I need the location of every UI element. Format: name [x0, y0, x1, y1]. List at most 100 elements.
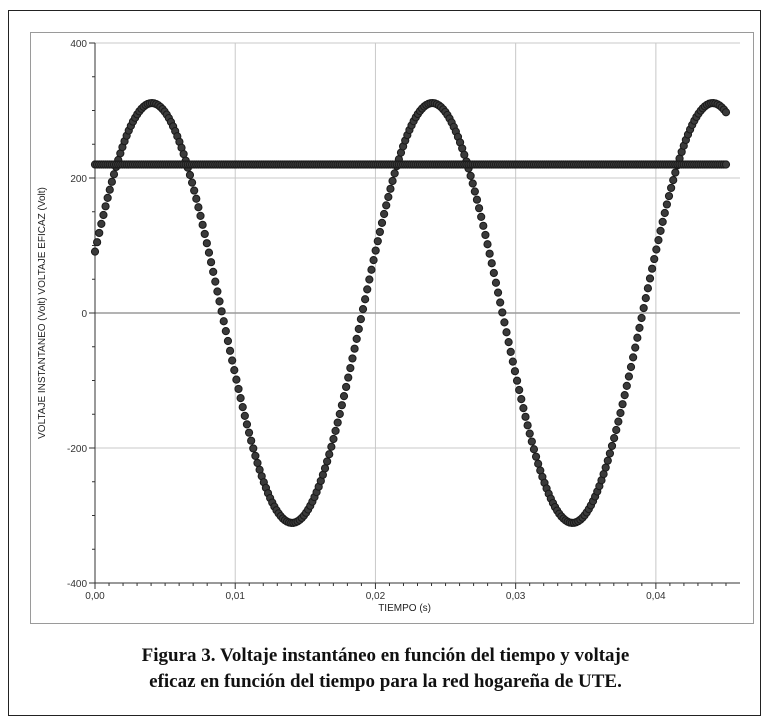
instantaneous-voltage-point — [521, 412, 530, 421]
instantaneous-voltage-point — [523, 421, 532, 430]
instantaneous-voltage-point — [489, 268, 498, 278]
instantaneous-voltage-point — [331, 426, 340, 436]
instantaneous-voltage-point — [479, 221, 488, 230]
instantaneous-voltage-point — [487, 259, 496, 268]
instantaneous-voltage-point — [605, 449, 615, 458]
instantaneous-voltage-point — [654, 236, 663, 245]
instantaneous-voltage-point — [221, 327, 230, 336]
instantaneous-voltage-point — [365, 275, 374, 284]
instantaneous-voltage-point — [206, 258, 216, 267]
instantaneous-voltage-point — [90, 247, 100, 256]
instantaneous-voltage-point — [333, 418, 342, 427]
instantaneous-voltage-point — [190, 186, 199, 195]
instantaneous-voltage-point — [95, 228, 104, 238]
rms-voltage-point — [721, 160, 731, 169]
instantaneous-voltage-point — [474, 204, 484, 213]
figure-caption: Figura 3. Voltaje instantáneo en función… — [9, 643, 762, 695]
instantaneous-voltage-point — [109, 170, 119, 179]
instantaneous-voltage-point — [339, 392, 349, 401]
instantaneous-voltage-point — [230, 366, 239, 375]
instantaneous-voltage-point — [200, 229, 209, 239]
instantaneous-voltage-point — [350, 344, 359, 353]
grid — [95, 42, 740, 583]
instantaneous-voltage-point — [327, 442, 336, 451]
instantaneous-voltage-point — [101, 202, 110, 211]
instantaneous-voltage-point — [664, 191, 674, 201]
instantaneous-voltage-point — [209, 267, 218, 276]
instantaneous-voltage-point — [384, 192, 393, 202]
caption-line-2: eficaz en función del tiempo para la red… — [149, 671, 622, 692]
instantaneous-voltage-point — [354, 324, 363, 334]
instantaneous-voltage-point — [656, 226, 665, 236]
instantaneous-voltage-point — [247, 436, 256, 445]
instantaneous-voltage-point — [481, 230, 490, 240]
instantaneous-voltage-point — [529, 445, 539, 454]
instantaneous-voltage-point — [390, 169, 399, 178]
instantaneous-voltage-point — [194, 203, 203, 212]
instantaneous-voltage-point — [633, 333, 642, 342]
instantaneous-voltage-point — [502, 328, 511, 337]
instantaneous-voltage-point — [373, 237, 382, 246]
instantaneous-voltage-point — [187, 178, 197, 187]
instantaneous-voltage-point — [658, 217, 667, 226]
instantaneous-voltage-point — [105, 185, 114, 194]
instantaneous-voltage-point — [641, 294, 650, 303]
instantaneous-voltage-point — [610, 434, 619, 443]
instantaneous-voltage-point — [498, 308, 507, 317]
instantaneous-voltage-point — [637, 313, 646, 323]
caption-line-1: Figura 3. Voltaje instantáneo en función… — [141, 645, 630, 666]
series-layer — [90, 98, 731, 528]
voltage-chart: 0,00 0,01 0,02 0,03 0,04 400 200 0 -200 -400 TIEM… — [37, 39, 740, 614]
instantaneous-voltage-point — [236, 394, 245, 403]
instantaneous-voltage-point — [629, 353, 638, 362]
instantaneous-voltage-point — [185, 170, 195, 180]
instantaneous-voltage-point — [386, 184, 395, 193]
instantaneous-voltage-point — [323, 457, 332, 466]
instantaneous-voltage-point — [192, 194, 201, 203]
instantaneous-voltage-point — [468, 179, 477, 188]
instantaneous-voltage-point — [485, 249, 494, 258]
axes — [89, 42, 740, 589]
instantaneous-voltage-point — [204, 248, 214, 257]
instantaneous-voltage-point — [500, 318, 509, 327]
instantaneous-voltage-point — [652, 245, 661, 254]
instantaneous-voltage-point — [211, 277, 220, 286]
instantaneous-voltage-point — [624, 372, 634, 381]
instantaneous-voltage-point — [325, 450, 334, 459]
instantaneous-voltage-point — [244, 428, 254, 437]
instantaneous-voltage-point — [527, 437, 536, 446]
y-tick-label: -200 — [67, 444, 87, 455]
instantaneous-voltage-point — [217, 307, 226, 316]
instantaneous-voltage-point — [198, 220, 207, 229]
instantaneous-voltage-point — [504, 338, 513, 347]
instantaneous-voltage-point — [508, 357, 517, 366]
instantaneous-voltage-point — [335, 409, 344, 419]
instantaneous-voltage-point — [215, 297, 224, 306]
instantaneous-voltage-point — [531, 452, 541, 461]
instantaneous-voltage-point — [460, 150, 469, 159]
instantaneous-voltage-point — [525, 429, 534, 438]
instantaneous-voltage-point — [669, 176, 678, 185]
instantaneous-voltage-point — [483, 240, 492, 249]
instantaneous-voltage-point — [380, 209, 389, 219]
instantaneous-voltage-point — [466, 171, 475, 180]
x-tick-label: 0,03 — [506, 591, 526, 602]
instantaneous-voltage-point — [626, 362, 636, 372]
instantaneous-voltage-point — [388, 176, 397, 186]
x-tick-label: 0,02 — [366, 591, 386, 602]
instantaneous-voltage-point — [346, 363, 355, 373]
instantaneous-voltage-point — [470, 187, 479, 196]
instantaneous-voltage-point — [601, 463, 610, 472]
instantaneous-voltage-point — [228, 356, 237, 365]
instantaneous-voltage-point — [232, 375, 241, 384]
instantaneous-voltage-point — [493, 288, 503, 297]
instantaneous-voltage-point — [251, 451, 260, 460]
instantaneous-voltage-point — [620, 391, 629, 400]
instantaneous-voltage-point — [371, 246, 380, 255]
instantaneous-voltage-point — [510, 367, 520, 376]
instantaneous-voltage-point — [249, 444, 258, 453]
instantaneous-voltage-point — [329, 434, 338, 444]
y-tick-label: 0 — [81, 309, 87, 320]
instantaneous-voltage-point — [242, 420, 252, 429]
y-tick-label: -400 — [67, 579, 87, 590]
